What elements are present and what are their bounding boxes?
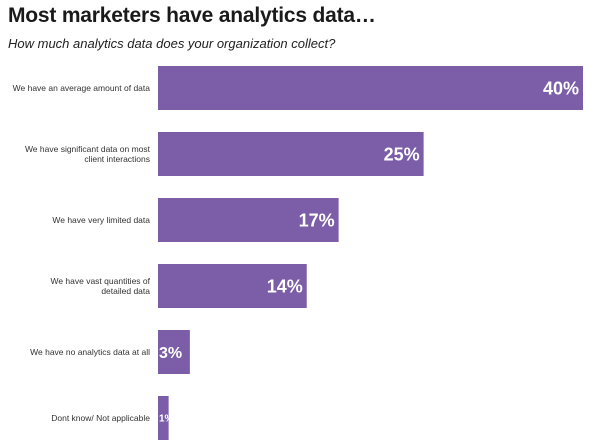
data-label: 14% <box>267 276 303 296</box>
category-label: We have an average amount of data <box>13 83 151 93</box>
bar <box>158 132 424 176</box>
chart-subtitle: How much analytics data does your organi… <box>8 36 336 51</box>
category-label: Dont know/ Not applicable <box>51 413 150 423</box>
category-label: We have vast quantities of detailed data <box>50 276 150 296</box>
chart-title: Most marketers have analytics data… <box>8 4 376 27</box>
category-label: We have significant data on most client i… <box>25 144 151 164</box>
data-label: 40% <box>543 78 579 98</box>
bar <box>158 330 190 374</box>
category-label: We have no analytics data at all <box>30 347 150 357</box>
bar <box>158 66 583 110</box>
data-label: 3% <box>159 345 182 362</box>
bar <box>158 264 307 308</box>
data-label: 17% <box>299 210 335 230</box>
data-label: 25% <box>384 144 420 164</box>
category-label: We have very limited data <box>52 215 150 225</box>
bar <box>158 396 169 440</box>
bar <box>158 198 339 242</box>
data-label: 1% <box>159 414 174 425</box>
